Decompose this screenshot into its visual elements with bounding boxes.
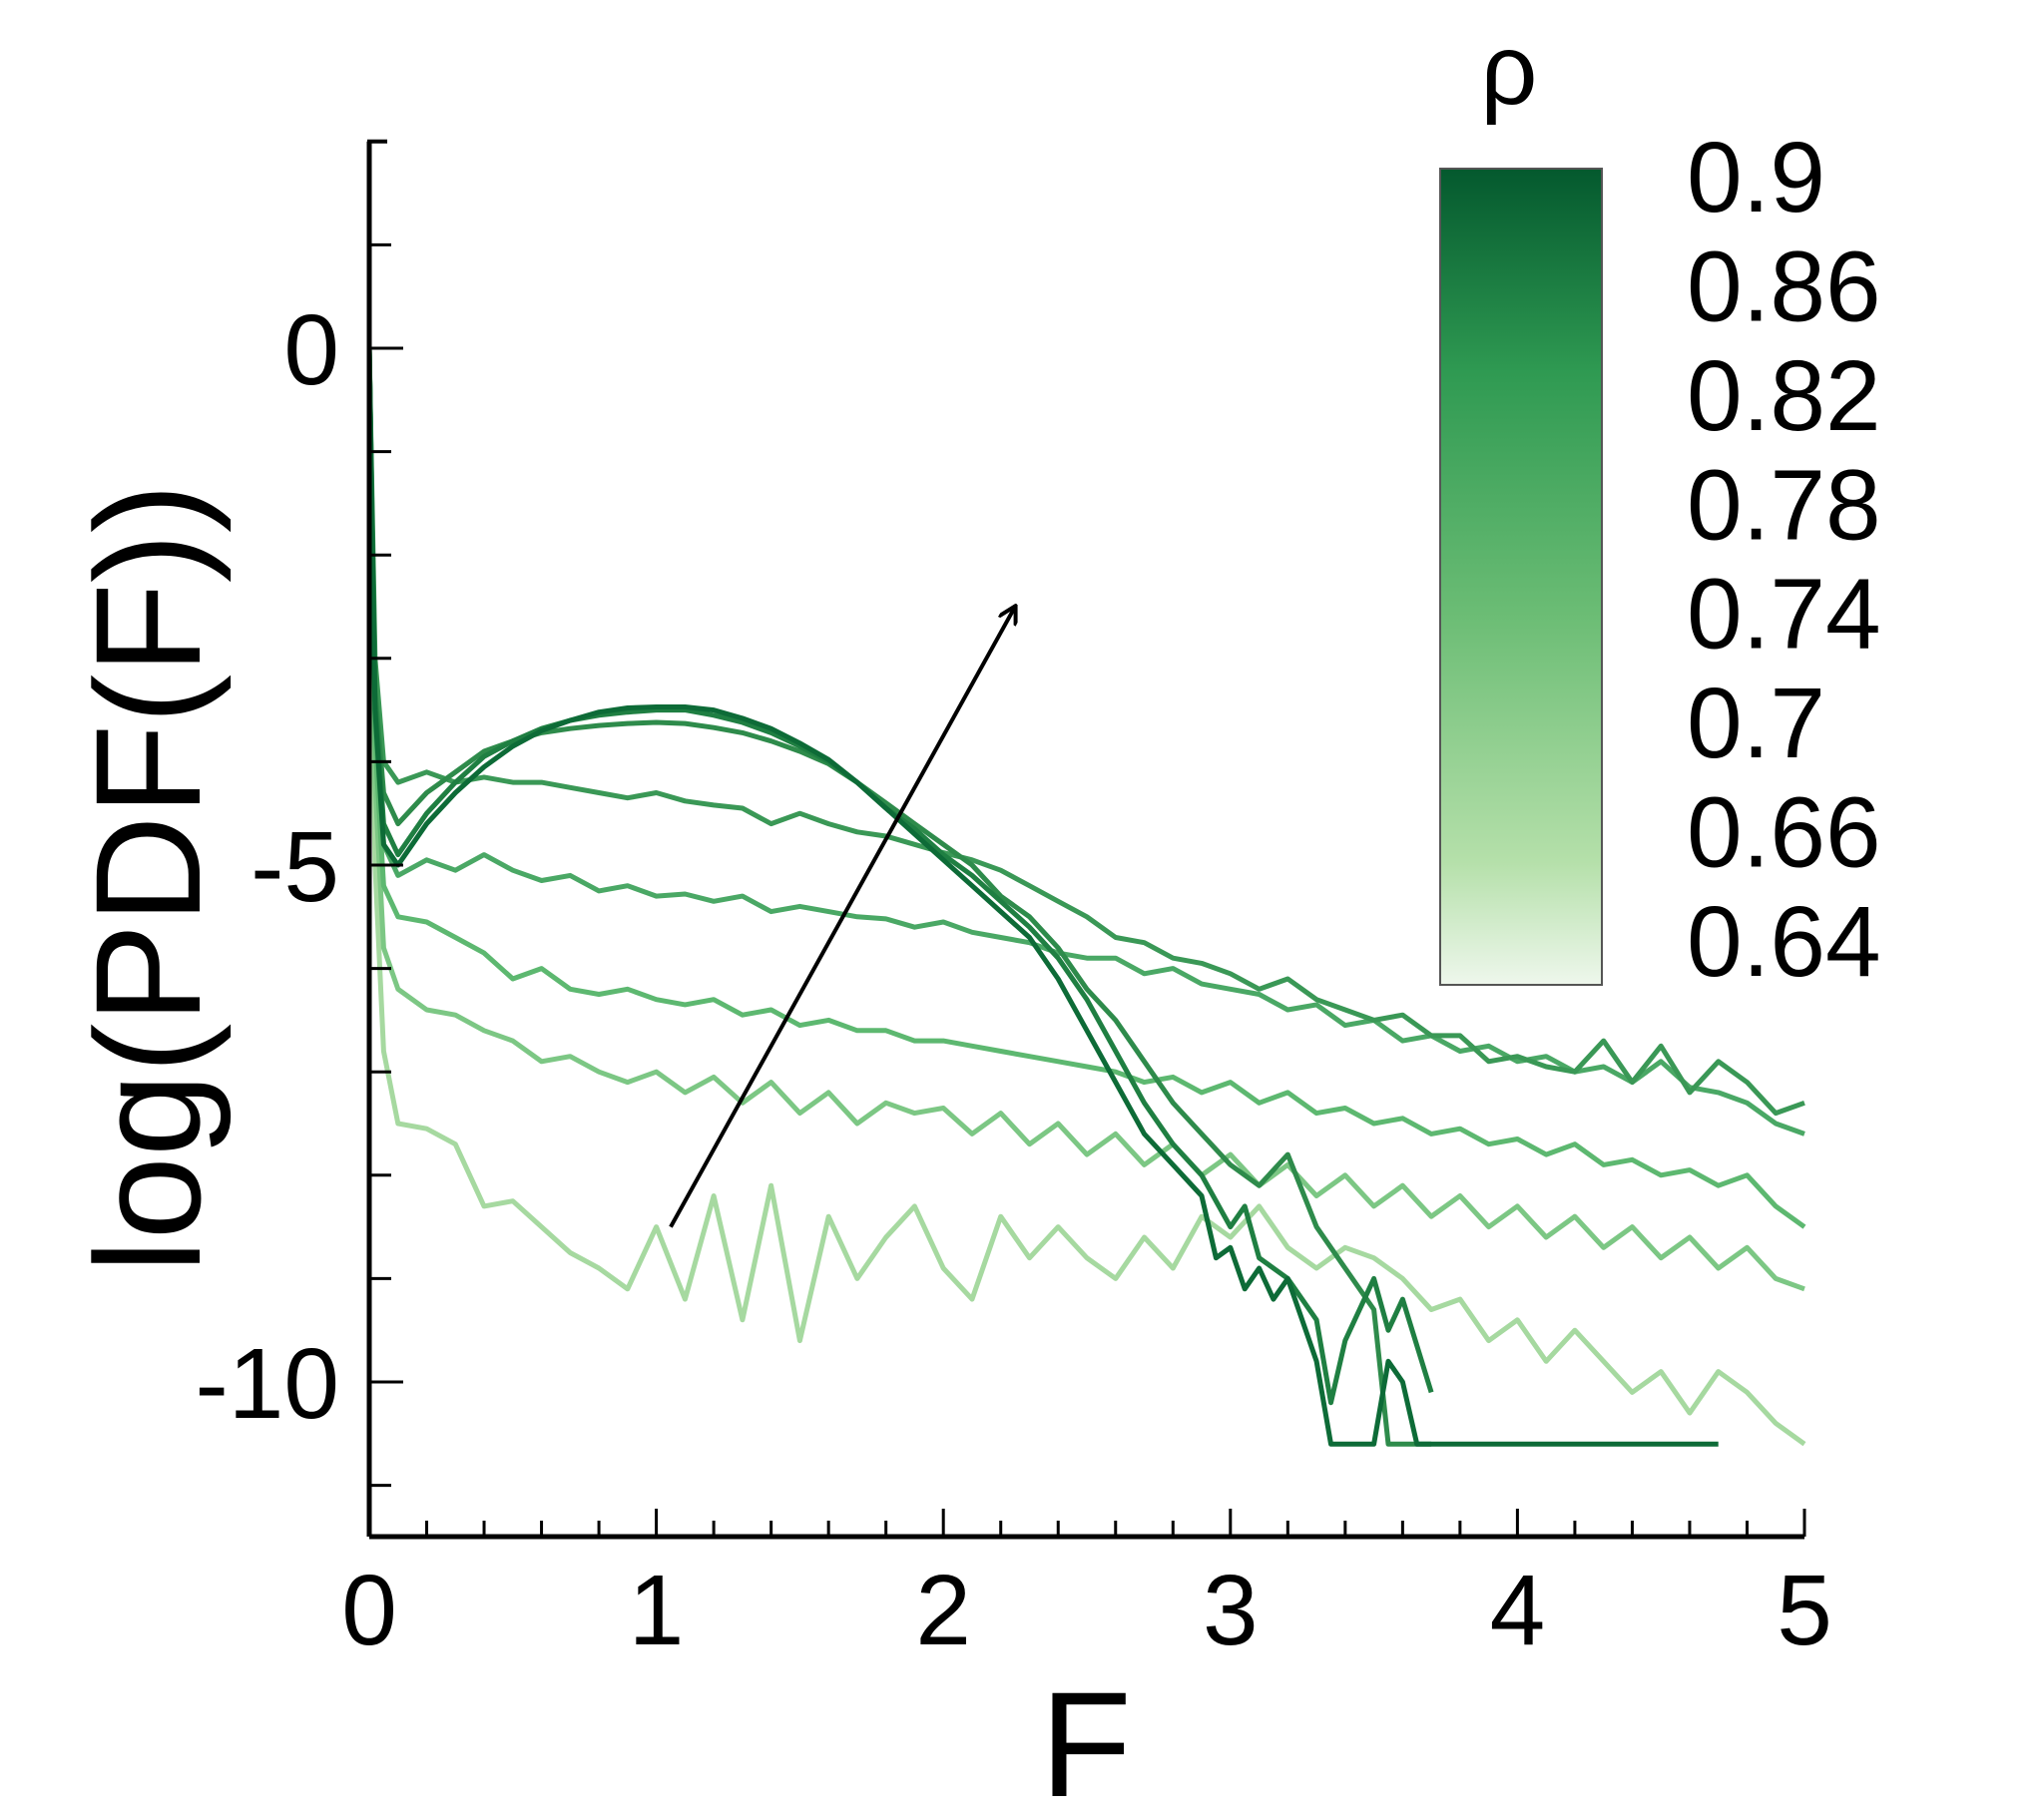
series-line-rho-0-74	[366, 347, 1805, 1136]
colorbar-title: ρ	[1481, 14, 1538, 126]
series-line-rho-0-66	[366, 347, 1805, 1292]
x-tick-label: 1	[629, 1555, 685, 1666]
series-line-rho-0-78	[366, 347, 1805, 1117]
colorbar-label: 0.86	[1687, 230, 1881, 342]
colorbar-label: 0.82	[1687, 340, 1881, 452]
colorbar-label: 0.66	[1687, 777, 1881, 889]
colorbar-label: 0.78	[1687, 449, 1881, 561]
series-line-rho-0-82	[366, 347, 1432, 1447]
colorbar-gradient	[1439, 168, 1603, 986]
x-tick-label: 3	[1203, 1555, 1259, 1666]
x-tick-label: 2	[915, 1555, 971, 1666]
x-tick-label: 4	[1490, 1555, 1546, 1666]
x-tick-label: 0	[341, 1555, 397, 1666]
y-axis-label: log(PDF(F))	[64, 483, 232, 1273]
series-line-rho-0-9	[366, 347, 1719, 1447]
y-tick-label: -5	[251, 811, 339, 923]
colorbar-label: 0.74	[1687, 559, 1881, 671]
colorbar-label: 0.64	[1687, 886, 1881, 998]
colorbar: ρ 0.90.860.820.780.740.70.660.64	[1439, 14, 1881, 998]
colorbar-labels: 0.90.860.820.780.740.70.660.64	[1687, 122, 1881, 998]
y-tick-label: -10	[195, 1328, 339, 1440]
axes: 0 1 2 3 4 5 0 -5 -10	[195, 139, 1832, 1666]
series-line-rho-0-64	[366, 347, 1806, 1447]
x-axis-label: F	[1040, 1660, 1132, 1817]
trend-arrow	[669, 607, 1015, 1228]
x-tick-label: 5	[1777, 1555, 1832, 1666]
colorbar-label: 0.7	[1687, 668, 1825, 779]
y-tick-label: 0	[283, 294, 339, 406]
colorbar-label: 0.9	[1687, 122, 1825, 233]
data-series-layer	[366, 347, 1806, 1447]
series-line-rho-0-7	[366, 347, 1806, 1229]
